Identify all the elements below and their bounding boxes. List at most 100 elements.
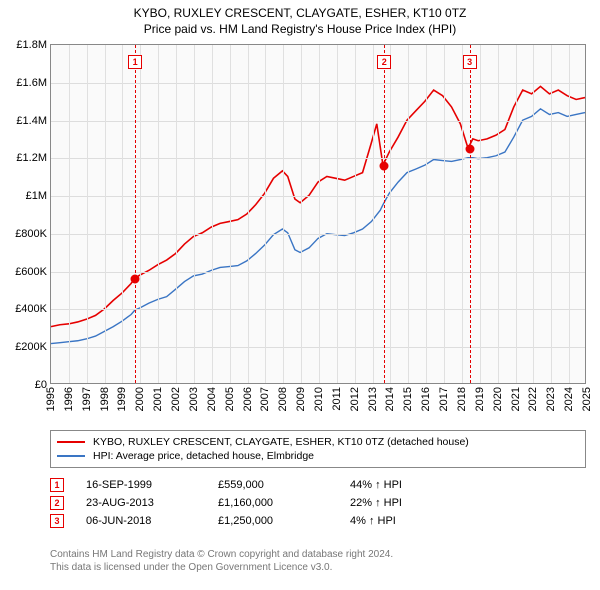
x-tick-label: 2004: [206, 387, 218, 411]
footer-attribution: Contains HM Land Registry data © Crown c…: [50, 548, 586, 574]
event-row-pct: 22% ↑ HPI: [350, 497, 480, 509]
gridline-v: [355, 45, 356, 383]
event-row: 306-JUN-2018£1,250,0004% ↑ HPI: [50, 512, 586, 530]
y-tick-label: £200K: [15, 341, 47, 353]
event-marker-box-2: 2: [377, 55, 391, 69]
x-tick-label: 2018: [456, 387, 468, 411]
gridline-v: [158, 45, 159, 383]
gridline-h: [51, 234, 585, 235]
x-tick-label: 2001: [152, 387, 164, 411]
gridline-v: [480, 45, 481, 383]
x-tick-label: 2008: [277, 387, 289, 411]
event-marker-box-1: 1: [128, 55, 142, 69]
x-tick-label: 2025: [581, 387, 593, 411]
x-tick-label: 2012: [349, 387, 361, 411]
event-line-3: [470, 45, 471, 383]
x-tick-label: 2000: [134, 387, 146, 411]
footer-line-1: Contains HM Land Registry data © Crown c…: [50, 548, 586, 561]
x-tick-label: 1997: [81, 387, 93, 411]
x-tick-label: 2007: [259, 387, 271, 411]
gridline-h: [51, 272, 585, 273]
x-tick-label: 2015: [402, 387, 414, 411]
gridline-v: [426, 45, 427, 383]
x-tick-label: 2019: [474, 387, 486, 411]
x-tick-label: 2022: [527, 387, 539, 411]
gridline-v: [265, 45, 266, 383]
x-tick-label: 1996: [63, 387, 75, 411]
chart-title-address: KYBO, RUXLEY CRESCENT, CLAYGATE, ESHER, …: [0, 6, 600, 20]
x-tick-label: 2002: [170, 387, 182, 411]
event-row-box: 3: [50, 514, 64, 528]
x-tick-label: 2010: [313, 387, 325, 411]
event-line-1: [135, 45, 136, 383]
y-tick-label: £1M: [26, 190, 47, 202]
gridline-v: [516, 45, 517, 383]
event-row-price: £1,160,000: [218, 497, 328, 509]
legend-box: KYBO, RUXLEY CRESCENT, CLAYGATE, ESHER, …: [50, 430, 586, 468]
gridline-v: [319, 45, 320, 383]
event-row-price: £559,000: [218, 479, 328, 491]
event-row-pct: 44% ↑ HPI: [350, 479, 480, 491]
gridline-v: [462, 45, 463, 383]
x-tick-label: 2024: [563, 387, 575, 411]
x-tick-label: 2023: [545, 387, 557, 411]
x-tick-label: 2013: [367, 387, 379, 411]
event-dot-1: [131, 275, 140, 284]
y-tick-label: £1.8M: [16, 39, 47, 51]
plot-area: £0£200K£400K£600K£800K£1M£1.2M£1.4M£1.6M…: [50, 44, 586, 384]
gridline-h: [51, 121, 585, 122]
gridline-v: [230, 45, 231, 383]
gridline-h: [51, 83, 585, 84]
chart-area: £0£200K£400K£600K£800K£1M£1.2M£1.4M£1.6M…: [50, 44, 586, 384]
x-tick-label: 2005: [224, 387, 236, 411]
x-tick-label: 2009: [295, 387, 307, 411]
event-row-box: 1: [50, 478, 64, 492]
x-tick-label: 2020: [492, 387, 504, 411]
gridline-v: [283, 45, 284, 383]
y-tick-label: £1.2M: [16, 152, 47, 164]
legend-swatch: [57, 441, 85, 443]
x-tick-label: 1998: [99, 387, 111, 411]
gridline-v: [373, 45, 374, 383]
event-row-date: 23-AUG-2013: [86, 497, 196, 509]
y-tick-label: £800K: [15, 228, 47, 240]
event-row-date: 16-SEP-1999: [86, 479, 196, 491]
gridline-v: [533, 45, 534, 383]
x-tick-label: 2006: [242, 387, 254, 411]
x-tick-label: 2016: [420, 387, 432, 411]
event-dot-3: [465, 144, 474, 153]
x-tick-label: 2021: [510, 387, 522, 411]
event-dot-2: [380, 161, 389, 170]
legend-item: HPI: Average price, detached house, Elmb…: [57, 449, 579, 463]
event-marker-box-3: 3: [463, 55, 477, 69]
x-tick-label: 1999: [116, 387, 128, 411]
gridline-v: [337, 45, 338, 383]
event-row-pct: 4% ↑ HPI: [350, 515, 480, 527]
gridline-v: [194, 45, 195, 383]
gridline-v: [551, 45, 552, 383]
event-row-price: £1,250,000: [218, 515, 328, 527]
gridline-v: [140, 45, 141, 383]
y-tick-label: £1.6M: [16, 77, 47, 89]
x-tick-label: 2011: [331, 387, 343, 411]
y-tick-label: £1.4M: [16, 115, 47, 127]
gridline-v: [176, 45, 177, 383]
legend-item: KYBO, RUXLEY CRESCENT, CLAYGATE, ESHER, …: [57, 435, 579, 449]
gridline-v: [105, 45, 106, 383]
y-tick-label: £400K: [15, 303, 47, 315]
gridline-h: [51, 347, 585, 348]
event-row: 2 23-AUG-2013 £1,160,000 22% ↑ HPI: [50, 494, 586, 512]
x-tick-label: 1995: [45, 387, 57, 411]
gridline-v: [69, 45, 70, 383]
gridline-v: [390, 45, 391, 383]
event-line-2: [384, 45, 385, 383]
chart-title-subtitle: Price paid vs. HM Land Registry's House …: [0, 22, 600, 36]
event-row-box: 2: [50, 496, 64, 510]
gridline-h: [51, 309, 585, 310]
legend-label: HPI: Average price, detached house, Elmb…: [93, 450, 314, 462]
gridline-h: [51, 158, 585, 159]
x-tick-label: 2014: [384, 387, 396, 411]
gridline-v: [87, 45, 88, 383]
legend-swatch: [57, 455, 85, 457]
gridline-v: [498, 45, 499, 383]
